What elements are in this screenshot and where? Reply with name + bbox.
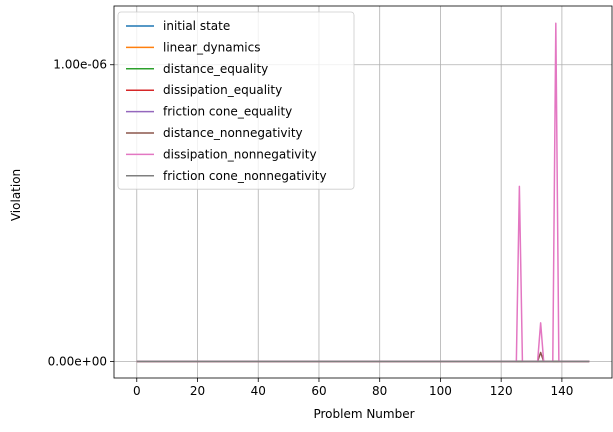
- x-tick-label: 0: [133, 384, 141, 398]
- legend-entry-label: dissipation_equality: [163, 83, 282, 97]
- plot-frame: [113, 5, 613, 379]
- y-tick-label: 1.00e-06: [53, 58, 107, 72]
- x-tick-label: 60: [311, 384, 326, 398]
- legend-entry-label: initial state: [163, 19, 230, 33]
- legend: initial state linear_dynamics distance_equ…: [117, 11, 355, 190]
- legend-entry-label: linear_dynamics: [163, 40, 261, 54]
- y-tick-label: 0.00e+00: [48, 354, 107, 368]
- x-tick-label: 140: [550, 384, 573, 398]
- x-tick-label: 120: [490, 384, 513, 398]
- y-axis: 0.00e+00 1.00e-06: [48, 58, 114, 368]
- series-lines: [136, 22, 590, 363]
- series-line-6: [136, 22, 590, 363]
- x-tick-label: 100: [429, 384, 452, 398]
- x-axis: 0 20 40 60 80 100 120 140: [133, 378, 573, 398]
- x-tick-label: 40: [251, 384, 266, 398]
- legend-box: [117, 11, 355, 190]
- legend-entry-label: friction cone_equality: [163, 105, 292, 119]
- x-tick-label: 80: [372, 384, 387, 398]
- x-tick-label: 20: [190, 384, 205, 398]
- legend-entry-label: friction cone_nonnegativity: [163, 169, 327, 183]
- series-line-5: [136, 351, 590, 363]
- legend-entry-label: distance_equality: [163, 62, 268, 76]
- y-axis-label: Violation: [9, 169, 23, 221]
- x-axis-label: Problem Number: [313, 407, 414, 421]
- legend-entry-label: distance_nonnegativity: [163, 126, 303, 140]
- legend-entry-label: dissipation_nonnegativity: [163, 147, 317, 161]
